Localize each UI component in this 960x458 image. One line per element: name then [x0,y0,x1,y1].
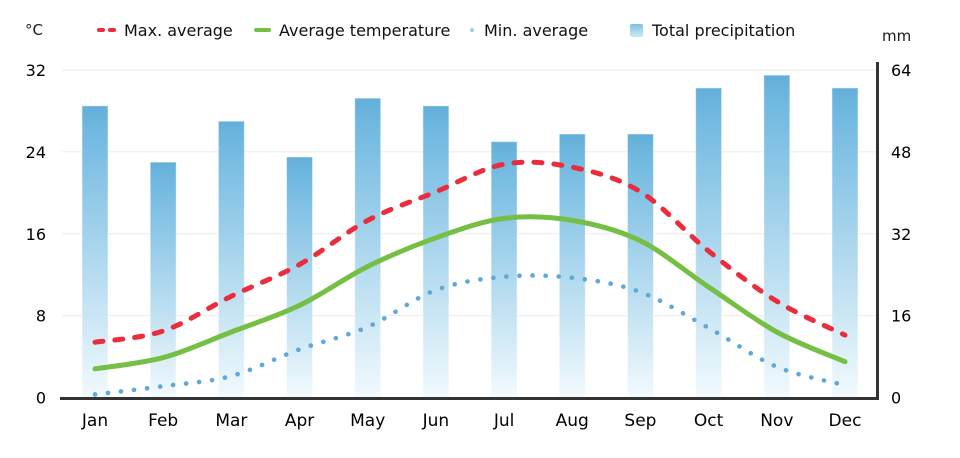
left-axis-tick-32: 32 [26,61,46,80]
right-axis-tick-48: 48 [891,143,911,162]
x-tick-nov: Nov [760,411,793,431]
right-axis-tick-16: 16 [891,307,911,326]
x-tick-dec: Dec [829,411,862,431]
x-tick-jul: Jul [493,411,515,431]
precipitation-bar-dec[interactable] [831,87,859,398]
right-axis-unit-label: mm [882,27,912,45]
right-axis-tick-0: 0 [891,389,901,408]
x-tick-may: May [350,411,385,431]
legend-item-total-precipitation[interactable]: Total precipitation [630,20,795,40]
x-tick-feb: Feb [148,411,178,431]
left-axis-tick-16: 16 [26,225,46,244]
left-axis-tick-0: 0 [36,389,46,408]
precipitation-bar-jan[interactable] [81,105,109,398]
x-tick-apr: Apr [285,411,314,431]
average-temperature-line [92,214,848,372]
precipitation-bar-apr[interactable] [286,156,314,398]
chart-legend: Max. average Average temperature Min. av… [0,0,960,44]
precipitation-bar-jul[interactable] [490,141,518,398]
legend-label-min-average: Min. average [484,20,589,40]
x-tick-oct: Oct [694,411,724,431]
dashed-line-swatch-icon [97,28,116,32]
right-axis-tick-32: 32 [891,225,911,244]
precipitation-bar-may[interactable] [354,97,382,398]
x-tick-aug: Aug [556,411,589,431]
legend-label-total-precipitation: Total precipitation [652,20,796,40]
legend-item-average-temperature[interactable]: Average temperature [254,20,450,40]
x-tick-sep: Sep [624,411,656,431]
precipitation-bar-jun[interactable] [422,105,450,398]
precipitation-bar-aug[interactable] [558,133,586,398]
dotted-line-swatch-icon [470,28,474,32]
precipitation-bar-mar[interactable] [217,120,245,398]
max-average-line [92,159,848,345]
bar-swatch-icon [630,23,643,37]
legend-label-max-average: Max. average [124,20,233,40]
precipitation-bar-sep[interactable] [626,133,654,398]
legend-label-average-temperature: Average temperature [279,20,451,40]
solid-line-swatch-icon [254,28,271,32]
right-axis-tick-64: 64 [891,61,911,80]
left-axis-tick-24: 24 [26,143,46,162]
left-axis-tick-8: 8 [36,307,46,326]
precipitation-bar-nov[interactable] [763,74,791,398]
x-tick-jan: Jan [81,411,108,431]
x-tick-mar: Mar [215,411,247,431]
x-tick-jun: Jun [422,411,450,431]
min-average-line [92,273,848,397]
left-axis-unit-label: °C [25,21,43,39]
legend-item-min-average[interactable]: Min. average [470,20,588,40]
legend-item-max-average[interactable]: Max. average [97,20,233,40]
